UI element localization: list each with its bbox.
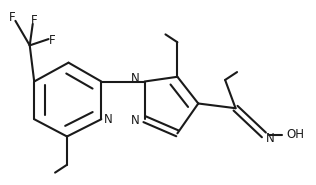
Text: OH: OH [286,128,304,141]
Text: F: F [49,34,55,47]
Text: F: F [9,11,15,24]
Text: N: N [131,72,139,85]
Text: N: N [131,114,139,127]
Text: N: N [104,113,112,126]
Text: N: N [265,132,274,144]
Text: F: F [31,14,38,27]
